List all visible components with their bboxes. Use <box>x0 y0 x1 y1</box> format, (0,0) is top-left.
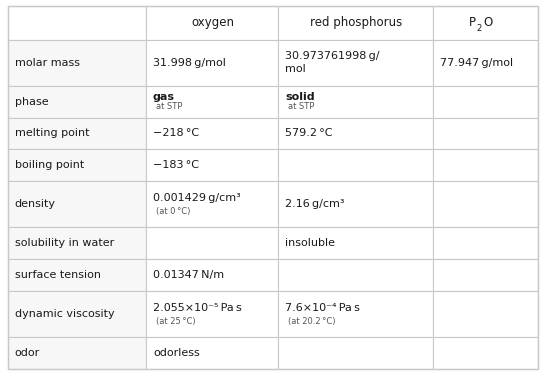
Text: surface tension: surface tension <box>15 270 100 280</box>
Text: 2.16 g/cm³: 2.16 g/cm³ <box>285 200 345 209</box>
Bar <box>8 181 146 227</box>
Bar <box>146 86 278 117</box>
Text: (at 25 °C): (at 25 °C) <box>156 317 195 326</box>
Bar <box>8 117 146 149</box>
Text: solubility in water: solubility in water <box>15 238 114 248</box>
Text: density: density <box>15 200 56 209</box>
Bar <box>8 227 146 259</box>
Text: at STP: at STP <box>156 102 182 111</box>
Bar <box>434 227 538 259</box>
Text: (at 20.2 °C): (at 20.2 °C) <box>288 317 335 326</box>
Bar <box>278 40 434 86</box>
Bar <box>8 86 146 117</box>
Bar <box>434 291 538 337</box>
Bar <box>434 337 538 369</box>
Text: −183 °C: −183 °C <box>153 160 199 170</box>
Bar <box>278 259 434 291</box>
Text: boiling point: boiling point <box>15 160 84 170</box>
Text: 77.947 g/mol: 77.947 g/mol <box>440 58 513 68</box>
Text: at STP: at STP <box>288 102 314 111</box>
Text: odor: odor <box>15 348 40 358</box>
Bar <box>146 40 278 86</box>
Text: oxygen: oxygen <box>191 16 234 29</box>
Text: 31.998 g/mol: 31.998 g/mol <box>153 58 226 68</box>
Bar <box>146 227 278 259</box>
Bar <box>146 259 278 291</box>
Bar <box>146 117 278 149</box>
Bar <box>278 181 434 227</box>
Bar <box>278 337 434 369</box>
Text: 7.6×10⁻⁴ Pa s: 7.6×10⁻⁴ Pa s <box>285 303 360 313</box>
Bar <box>146 149 278 181</box>
Text: molar mass: molar mass <box>15 58 80 68</box>
Text: phase: phase <box>15 97 48 106</box>
Bar <box>8 149 146 181</box>
Text: dynamic viscosity: dynamic viscosity <box>15 309 114 319</box>
Bar <box>146 6 278 40</box>
Text: O: O <box>484 16 493 29</box>
Text: (at 0 °C): (at 0 °C) <box>156 207 190 216</box>
Text: gas: gas <box>153 92 175 102</box>
Bar <box>8 337 146 369</box>
Text: 0.01347 N/m: 0.01347 N/m <box>153 270 224 280</box>
Bar <box>146 337 278 369</box>
Bar <box>434 149 538 181</box>
Text: P: P <box>468 16 476 29</box>
Bar <box>8 6 146 40</box>
Bar <box>278 227 434 259</box>
Text: insoluble: insoluble <box>285 238 335 248</box>
Text: red phosphorus: red phosphorus <box>310 16 402 29</box>
Bar <box>8 40 146 86</box>
Bar <box>434 6 538 40</box>
Text: 30.973761998 g/: 30.973761998 g/ <box>285 51 379 61</box>
Bar <box>434 117 538 149</box>
Text: melting point: melting point <box>15 129 89 138</box>
Text: 579.2 °C: 579.2 °C <box>285 129 333 138</box>
Bar <box>278 86 434 117</box>
Bar <box>434 181 538 227</box>
Text: odorless: odorless <box>153 348 200 358</box>
Bar <box>146 181 278 227</box>
Bar <box>278 149 434 181</box>
Text: solid: solid <box>285 92 314 102</box>
Text: mol: mol <box>285 64 306 74</box>
Bar <box>146 291 278 337</box>
Bar <box>278 291 434 337</box>
Text: 2: 2 <box>477 24 482 33</box>
Bar <box>278 6 434 40</box>
Bar <box>8 259 146 291</box>
Text: 0.001429 g/cm³: 0.001429 g/cm³ <box>153 193 241 203</box>
Text: 2.055×10⁻⁵ Pa s: 2.055×10⁻⁵ Pa s <box>153 303 242 313</box>
Bar <box>434 40 538 86</box>
Bar <box>434 86 538 117</box>
Text: −218 °C: −218 °C <box>153 129 199 138</box>
Bar <box>278 117 434 149</box>
Bar <box>434 259 538 291</box>
Bar <box>8 291 146 337</box>
